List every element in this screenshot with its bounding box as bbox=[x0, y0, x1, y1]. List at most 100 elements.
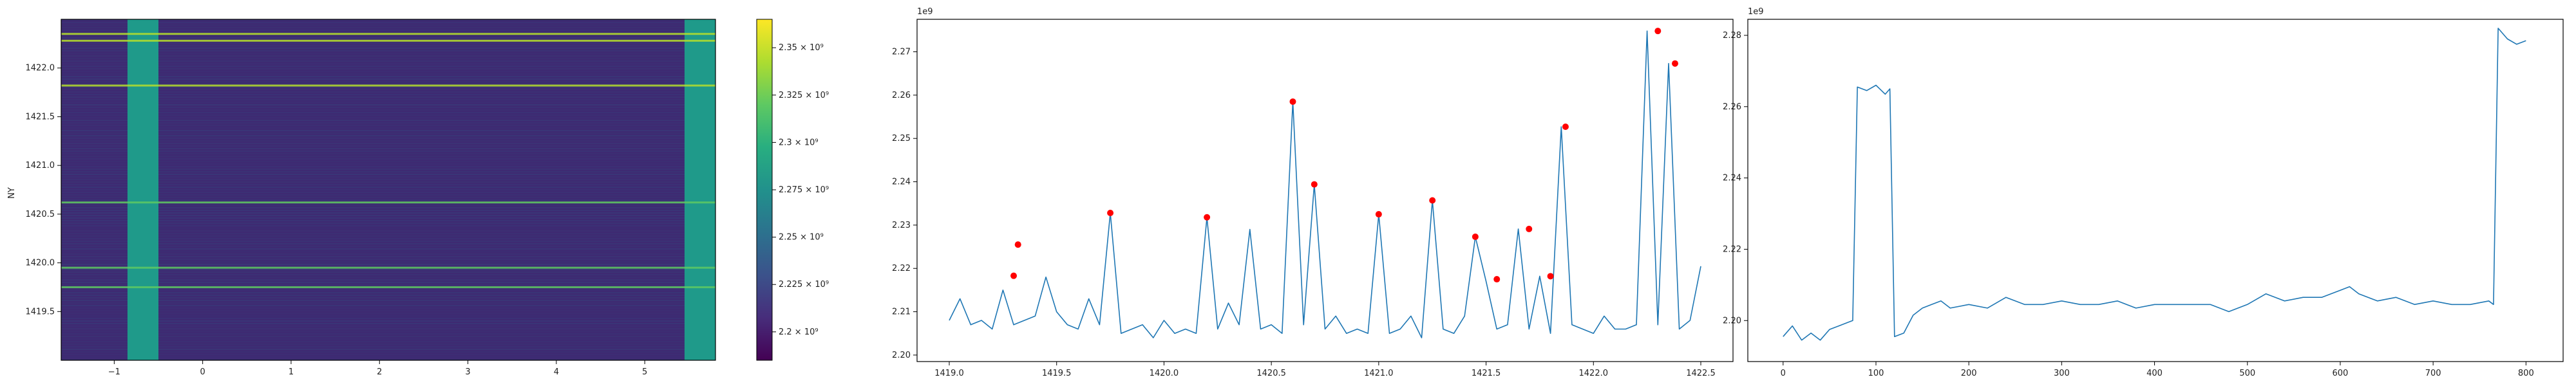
heatmap-bright-column bbox=[127, 19, 159, 360]
heatmap-texture-row bbox=[61, 27, 715, 28]
heatmap-texture-row bbox=[61, 22, 715, 23]
heatmap-texture-row bbox=[61, 256, 715, 257]
trace-y-tick-label: 2.22 bbox=[1723, 244, 1741, 254]
heatmap-texture-row bbox=[61, 310, 715, 311]
peaks-peak-marker bbox=[1429, 197, 1436, 204]
heatmap-texture-row bbox=[61, 99, 715, 100]
heatmap-texture-row bbox=[61, 261, 715, 262]
heatmap-texture-row bbox=[61, 220, 715, 221]
trace-x-tick-label: 300 bbox=[2054, 369, 2070, 378]
peaks-peak-marker bbox=[1107, 210, 1114, 217]
heatmap-texture-row bbox=[61, 86, 715, 87]
peaks-peak-marker bbox=[1289, 98, 1296, 105]
heatmap-texture-row bbox=[61, 308, 715, 309]
trace-x-tick-label: 0 bbox=[1781, 369, 1786, 378]
heatmap-texture-row bbox=[61, 230, 715, 232]
heatmap-texture-row bbox=[61, 19, 715, 21]
trace-y-tick-label: 2.24 bbox=[1723, 174, 1741, 183]
heatmap-texture-row bbox=[61, 115, 715, 116]
heatmap-texture-row bbox=[61, 315, 715, 317]
heatmap-texture-row bbox=[61, 341, 715, 342]
heatmap-texture-row bbox=[61, 32, 715, 33]
heatmap-bright-row bbox=[61, 201, 715, 204]
heatmap-texture-row bbox=[61, 235, 715, 237]
trace-panel: 1e9 0 100 200 300 400 500 600 700 800 2.202.222.… bbox=[1723, 7, 2564, 378]
heatmap-texture-row bbox=[61, 161, 715, 162]
heatmap-texture-row bbox=[61, 248, 715, 250]
heatmap-texture-row bbox=[61, 351, 715, 353]
heatmap-texture-row bbox=[61, 279, 715, 280]
heatmap-texture-row bbox=[61, 127, 715, 129]
heatmap-texture-row bbox=[61, 241, 715, 242]
peaks-peak-marker bbox=[1671, 60, 1678, 67]
heatmap-texture-row bbox=[61, 153, 715, 154]
heatmap-texture-row bbox=[61, 169, 715, 170]
heatmap-texture-row bbox=[61, 35, 715, 36]
heatmap-texture-row bbox=[61, 223, 715, 224]
heatmap-texture-row bbox=[61, 120, 715, 121]
trace-frame bbox=[1747, 19, 2564, 362]
colorbar-tick-label: 2.25 × 10⁹ bbox=[779, 233, 824, 243]
peaks-x-tick-label: 1422.0 bbox=[1579, 369, 1609, 378]
heatmap-texture-row bbox=[61, 112, 715, 113]
heatmap-texture-row bbox=[61, 331, 715, 332]
heatmap-texture-row bbox=[61, 30, 715, 31]
peaks-peak-marker bbox=[1204, 214, 1211, 221]
peaks-x-tick-label: 1421.5 bbox=[1472, 369, 1501, 378]
colorbar-gradient bbox=[756, 19, 773, 361]
heatmap-texture-row bbox=[61, 91, 715, 93]
heatmap-texture-row bbox=[61, 53, 715, 54]
heatmap-texture-row bbox=[61, 151, 715, 152]
heatmap-texture-row bbox=[61, 104, 715, 106]
heatmap-texture-row bbox=[61, 81, 715, 82]
heatmap-y-tick-label: 1421.0 bbox=[26, 161, 55, 170]
peaks-peak-marker bbox=[1375, 211, 1382, 218]
heatmap-texture-row bbox=[61, 217, 715, 219]
heatmap-texture-row bbox=[61, 163, 715, 165]
heatmap-y-axis: 1419.5 1420.0 1420.5 1421.0 1421.5 1422.0 bbox=[26, 64, 61, 317]
heatmap-y-tick-label: 1419.5 bbox=[26, 307, 55, 317]
heatmap-texture-row bbox=[61, 300, 715, 301]
peaks-peak-marker bbox=[1547, 273, 1554, 280]
heatmap-texture-row bbox=[61, 94, 715, 95]
heatmap-frame bbox=[61, 19, 716, 361]
heatmap-texture-row bbox=[61, 292, 715, 293]
trace-y-axis: 2.20 2.22 2.24 2.26 2.28 bbox=[1723, 31, 1748, 326]
colorbar: 2.2 × 10⁹ 2.225 × 10⁹ 2.25 × 10⁹ 2.275 × 10… bbox=[756, 19, 829, 361]
trace-plot-area bbox=[1783, 28, 2526, 341]
heatmap-bright-column bbox=[684, 19, 715, 360]
heatmap-texture-row bbox=[61, 125, 715, 126]
heatmap-texture-row bbox=[61, 140, 715, 142]
heatmap-texture-row bbox=[61, 264, 715, 265]
heatmap-texture-row bbox=[61, 148, 715, 149]
colorbar-ticks: 2.2 × 10⁹ 2.225 × 10⁹ 2.25 × 10⁹ 2.275 × 10… bbox=[772, 43, 829, 337]
trace-x-tick-label: 400 bbox=[2146, 369, 2163, 378]
heatmap-texture-row bbox=[61, 192, 715, 193]
heatmap-texture-row bbox=[61, 58, 715, 59]
heatmap-texture-row bbox=[61, 60, 715, 62]
heatmap-texture-row bbox=[61, 197, 715, 198]
colorbar-tick-label: 2.275 × 10⁹ bbox=[779, 185, 829, 195]
heatmap-texture-row bbox=[61, 179, 715, 180]
heatmap-image bbox=[61, 19, 715, 360]
heatmap-texture-row bbox=[61, 284, 715, 286]
heatmap-x-tick-label: 4 bbox=[554, 367, 559, 377]
peaks-peak-marker bbox=[1493, 276, 1501, 283]
heatmap-texture-row bbox=[61, 253, 715, 255]
heatmap-texture-row bbox=[61, 109, 715, 111]
heatmap-texture-row bbox=[61, 37, 715, 39]
peaks-x-tick-label: 1422.5 bbox=[1686, 369, 1716, 378]
heatmap-texture-row bbox=[61, 96, 715, 98]
peaks-peak-marker bbox=[1010, 272, 1018, 279]
heatmap-texture-row bbox=[61, 243, 715, 244]
heatmap-texture-row bbox=[61, 344, 715, 345]
heatmap-texture-row bbox=[61, 302, 715, 304]
peaks-panel: 1e9 1419.0 1419.5 1420.0 1420.5 1421.0 1421.5… bbox=[892, 7, 1734, 378]
heatmap-texture-row bbox=[61, 130, 715, 131]
heatmap-texture-row bbox=[61, 184, 715, 185]
trace-x-tick-label: 600 bbox=[2333, 369, 2349, 378]
heatmap-texture-row bbox=[61, 338, 715, 340]
colorbar-tick-label: 2.3 × 10⁹ bbox=[779, 138, 819, 147]
heatmap-texture-row bbox=[61, 207, 715, 208]
